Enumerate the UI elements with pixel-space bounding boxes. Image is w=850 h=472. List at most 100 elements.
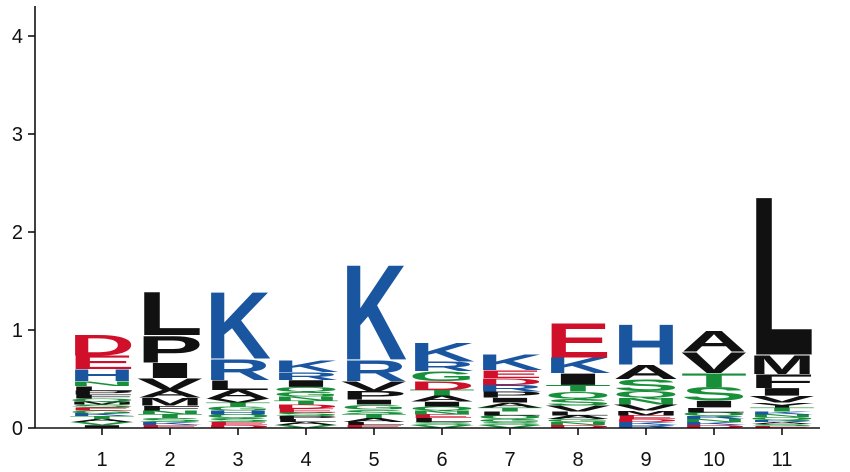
logo-letter: M bbox=[749, 349, 815, 380]
logo-letter: E bbox=[477, 368, 543, 380]
logo-letter: N bbox=[545, 421, 611, 426]
logo-letter: Q bbox=[273, 386, 339, 394]
logo-letter: A bbox=[477, 401, 543, 409]
logo-letter: N bbox=[613, 396, 679, 407]
logo-letter: K bbox=[205, 272, 271, 379]
x-tick-label: 7 bbox=[504, 449, 515, 471]
logo-letter: R bbox=[681, 415, 747, 420]
logo-letter: G bbox=[545, 418, 611, 423]
logo-letter: S bbox=[205, 417, 271, 423]
y-tick-label: 0 bbox=[12, 418, 23, 440]
logo-letter: I bbox=[409, 400, 475, 408]
logo-letter: N bbox=[409, 409, 475, 415]
logo-letter: G bbox=[273, 391, 339, 399]
logo-letter: E bbox=[613, 414, 679, 420]
x-tick-label: 10 bbox=[703, 449, 725, 471]
logo-letter: Q bbox=[749, 416, 815, 421]
logo-letter: T bbox=[409, 388, 475, 397]
x-tick-label: 11 bbox=[772, 449, 793, 471]
logo-letter: K bbox=[545, 354, 611, 378]
logo-letter: I bbox=[477, 396, 543, 404]
logo-letter: E bbox=[69, 352, 135, 373]
x-axis: 1 2 3 4 5 6 7 8 9 10 11 bbox=[35, 427, 820, 471]
logo-letter: A bbox=[273, 421, 339, 426]
logo-letter: A bbox=[409, 394, 475, 403]
logo-letter: G bbox=[69, 410, 135, 415]
logo-letter: V bbox=[681, 346, 747, 379]
logo-letter: E bbox=[137, 424, 203, 429]
logo-letter: K bbox=[409, 337, 475, 367]
logo-letter: S bbox=[273, 411, 339, 417]
logo-letter: D bbox=[545, 424, 611, 429]
logo-letter: V bbox=[137, 375, 203, 393]
logo-letter: D bbox=[205, 424, 271, 429]
logo-letter: T bbox=[341, 413, 407, 419]
logo-letter: F bbox=[69, 394, 135, 400]
logo-letter: G bbox=[409, 369, 475, 384]
logo-letter: E bbox=[749, 426, 815, 429]
logo-letter: L bbox=[69, 385, 135, 393]
logo-letter: M bbox=[69, 401, 135, 406]
logo-letter: A bbox=[137, 388, 203, 400]
logo-letter: K bbox=[477, 351, 543, 375]
logo-letter: L bbox=[749, 149, 815, 403]
logo-letter: L bbox=[477, 410, 543, 416]
logo-letter: E bbox=[273, 407, 339, 413]
logo-letter: I bbox=[681, 399, 747, 410]
logo-letter: Q bbox=[409, 405, 475, 411]
logo-letter: K bbox=[749, 411, 815, 416]
logo-letter: R bbox=[477, 383, 543, 394]
logo-letter: D bbox=[273, 403, 339, 409]
logo-letter: L bbox=[205, 378, 271, 393]
logo-letter: D bbox=[613, 418, 679, 423]
logo-letter: S bbox=[341, 408, 407, 416]
y-tick-label: 1 bbox=[12, 320, 23, 342]
logo-letter: Q bbox=[681, 411, 747, 417]
logo-letter: A bbox=[545, 414, 611, 420]
logo-letter: R bbox=[341, 354, 407, 387]
logo-letter: Q bbox=[545, 390, 611, 401]
logo-letter: S bbox=[749, 424, 815, 427]
logo-letter: L bbox=[409, 417, 475, 423]
logo-letter: H bbox=[69, 366, 135, 384]
logo-letter: F bbox=[749, 371, 815, 392]
logo-letter: K bbox=[681, 421, 747, 426]
logo-letter: R bbox=[749, 420, 815, 423]
x-tick-label: 1 bbox=[96, 449, 107, 471]
logo-letter: E bbox=[409, 413, 475, 419]
logo-letter: P bbox=[273, 416, 339, 421]
logo-letter: R bbox=[205, 353, 271, 386]
logo-letter: V bbox=[545, 404, 611, 413]
logo-letter: Q bbox=[477, 414, 543, 420]
x-tick-label: 6 bbox=[436, 449, 447, 471]
logo-letter: D bbox=[477, 376, 543, 387]
logo-letter: R bbox=[613, 424, 679, 429]
x-tick-label: 3 bbox=[232, 449, 243, 471]
logo-letter: E bbox=[69, 407, 135, 412]
logo-letter: A bbox=[613, 361, 679, 384]
logo-letter: K bbox=[137, 421, 203, 426]
logo-letter: Q bbox=[613, 389, 679, 400]
logo-letter: S bbox=[545, 397, 611, 408]
logo-letter: T bbox=[205, 402, 271, 408]
x-tick-label: 4 bbox=[300, 449, 311, 471]
y-axis: 0 1 2 3 4 bbox=[12, 6, 36, 440]
logo-letter: S bbox=[137, 417, 203, 423]
logo-letter: G bbox=[477, 418, 543, 423]
logo-letter: E bbox=[545, 313, 611, 368]
logo-letter: N bbox=[681, 418, 747, 423]
y-tick-label: 4 bbox=[12, 26, 23, 48]
logo-letter: I bbox=[545, 370, 611, 388]
logo-letter: H bbox=[205, 409, 271, 415]
logo-letter: V bbox=[613, 403, 679, 412]
logo-letter: P bbox=[341, 388, 407, 402]
